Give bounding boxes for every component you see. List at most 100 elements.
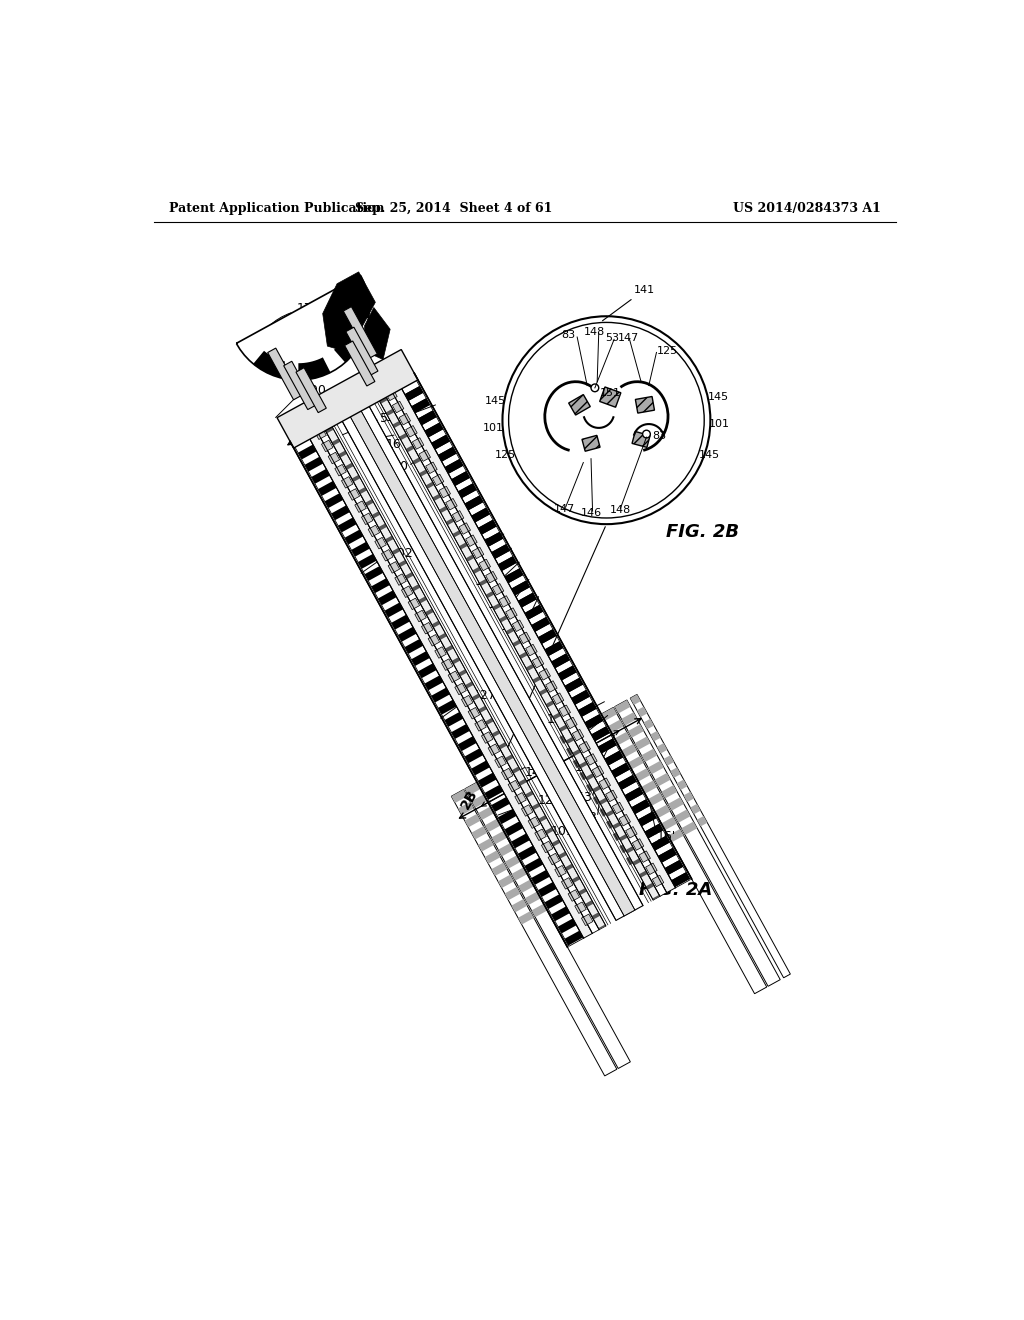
Polygon shape xyxy=(645,824,664,838)
Polygon shape xyxy=(392,548,400,554)
Polygon shape xyxy=(478,520,497,535)
Polygon shape xyxy=(379,524,387,531)
Polygon shape xyxy=(435,647,446,659)
Polygon shape xyxy=(472,693,480,701)
Polygon shape xyxy=(332,506,350,520)
Polygon shape xyxy=(404,385,423,401)
Polygon shape xyxy=(418,663,436,678)
Polygon shape xyxy=(572,754,590,768)
Polygon shape xyxy=(478,706,487,713)
Polygon shape xyxy=(444,459,463,474)
Polygon shape xyxy=(668,829,684,842)
Polygon shape xyxy=(539,669,551,680)
Polygon shape xyxy=(697,816,708,826)
Polygon shape xyxy=(492,797,510,812)
Polygon shape xyxy=(672,873,690,887)
Polygon shape xyxy=(625,787,643,803)
Polygon shape xyxy=(639,851,650,862)
Polygon shape xyxy=(419,597,427,603)
Text: 53: 53 xyxy=(605,333,620,343)
Polygon shape xyxy=(465,783,480,796)
Polygon shape xyxy=(684,792,694,803)
Text: 83: 83 xyxy=(582,810,597,824)
Polygon shape xyxy=(322,440,333,451)
Text: 145: 145 xyxy=(485,396,506,407)
Polygon shape xyxy=(466,535,477,546)
Polygon shape xyxy=(592,912,600,920)
Polygon shape xyxy=(505,887,520,900)
Polygon shape xyxy=(508,780,519,792)
Text: 141: 141 xyxy=(524,766,548,779)
Polygon shape xyxy=(565,737,574,744)
Polygon shape xyxy=(439,506,447,513)
Polygon shape xyxy=(565,717,578,729)
Polygon shape xyxy=(628,725,644,738)
Polygon shape xyxy=(566,742,584,756)
Polygon shape xyxy=(681,821,697,836)
Polygon shape xyxy=(425,422,443,437)
Polygon shape xyxy=(574,902,587,913)
Polygon shape xyxy=(278,350,418,447)
Polygon shape xyxy=(568,890,580,902)
Polygon shape xyxy=(555,866,566,876)
Polygon shape xyxy=(657,743,668,754)
Polygon shape xyxy=(445,499,457,510)
Polygon shape xyxy=(358,487,367,494)
Polygon shape xyxy=(412,651,430,667)
Polygon shape xyxy=(571,876,581,883)
Polygon shape xyxy=(346,327,378,375)
Polygon shape xyxy=(592,766,604,777)
Polygon shape xyxy=(512,640,521,647)
Polygon shape xyxy=(582,913,593,925)
Polygon shape xyxy=(455,684,466,694)
Polygon shape xyxy=(639,871,647,878)
Polygon shape xyxy=(343,397,635,916)
Polygon shape xyxy=(358,554,377,569)
Circle shape xyxy=(591,384,599,392)
Polygon shape xyxy=(586,754,597,766)
Polygon shape xyxy=(415,610,426,622)
Polygon shape xyxy=(648,760,664,775)
Polygon shape xyxy=(492,730,501,737)
Polygon shape xyxy=(571,690,590,705)
Polygon shape xyxy=(652,875,664,887)
Polygon shape xyxy=(328,453,340,463)
Text: 72: 72 xyxy=(471,556,487,569)
Polygon shape xyxy=(641,780,657,793)
Polygon shape xyxy=(626,851,643,866)
Polygon shape xyxy=(552,840,560,846)
Text: 80: 80 xyxy=(458,536,474,549)
Polygon shape xyxy=(622,713,637,726)
Polygon shape xyxy=(492,544,510,558)
Polygon shape xyxy=(441,659,453,671)
Polygon shape xyxy=(525,891,541,906)
Polygon shape xyxy=(606,814,624,829)
Polygon shape xyxy=(551,907,569,921)
Text: 101: 101 xyxy=(483,422,504,433)
Polygon shape xyxy=(654,774,671,787)
Polygon shape xyxy=(284,362,315,409)
Polygon shape xyxy=(528,817,540,829)
Polygon shape xyxy=(641,748,657,762)
Polygon shape xyxy=(499,742,507,750)
Polygon shape xyxy=(426,462,437,474)
Polygon shape xyxy=(386,389,397,400)
Polygon shape xyxy=(601,708,767,994)
Polygon shape xyxy=(558,919,577,933)
Polygon shape xyxy=(349,285,370,318)
Circle shape xyxy=(643,430,650,438)
Polygon shape xyxy=(665,859,683,875)
Polygon shape xyxy=(521,805,532,816)
Polygon shape xyxy=(512,767,520,774)
Polygon shape xyxy=(332,438,340,445)
Polygon shape xyxy=(345,341,375,385)
Polygon shape xyxy=(325,426,334,433)
Text: 83: 83 xyxy=(561,330,575,341)
Polygon shape xyxy=(458,483,476,498)
Polygon shape xyxy=(630,694,791,978)
Polygon shape xyxy=(253,351,285,378)
Polygon shape xyxy=(335,393,643,920)
Polygon shape xyxy=(479,579,487,586)
Polygon shape xyxy=(512,867,527,880)
Polygon shape xyxy=(505,569,523,583)
